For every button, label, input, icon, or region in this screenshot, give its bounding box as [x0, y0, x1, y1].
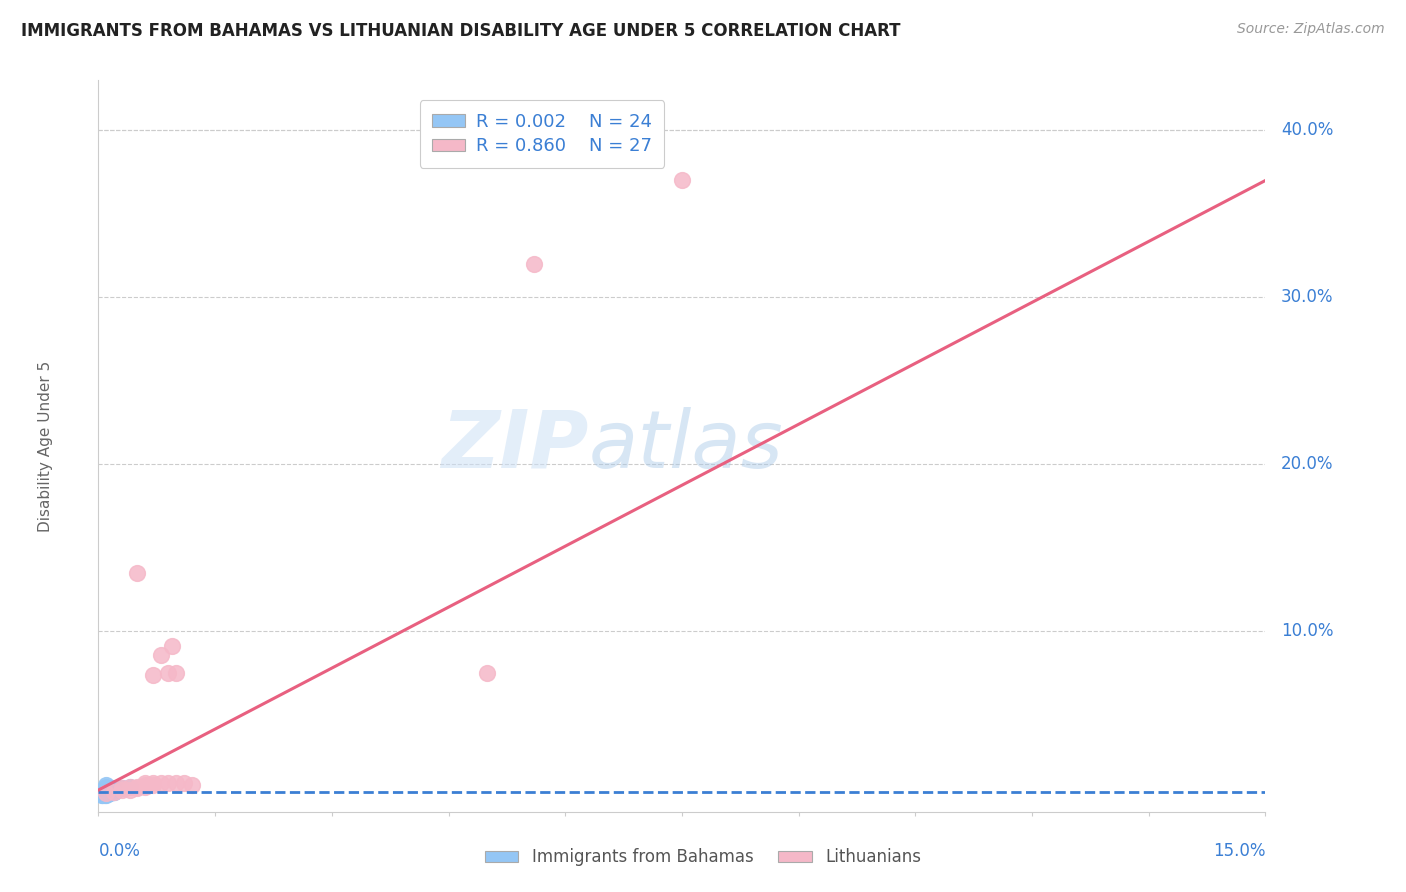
- Point: [103, 785, 125, 799]
- Point: [96, 780, 118, 794]
- Point: [93, 786, 115, 800]
- Legend: Immigrants from Bahamas, Lithuanians: Immigrants from Bahamas, Lithuanians: [478, 842, 928, 873]
- Text: 30.0%: 30.0%: [1281, 288, 1333, 306]
- Point: [96, 783, 118, 797]
- Point: [101, 781, 124, 796]
- Point: [127, 780, 149, 794]
- Point: [477, 666, 499, 681]
- Point: [111, 781, 134, 796]
- Point: [93, 786, 115, 800]
- Point: [118, 780, 141, 794]
- Legend: R = 0.002    N = 24, R = 0.860    N = 27: R = 0.002 N = 24, R = 0.860 N = 27: [419, 100, 664, 168]
- Point: [98, 786, 121, 800]
- Point: [149, 648, 172, 662]
- Point: [103, 785, 125, 799]
- Point: [118, 780, 141, 794]
- Text: IMMIGRANTS FROM BAHAMAS VS LITHUANIAN DISABILITY AGE UNDER 5 CORRELATION CHART: IMMIGRANTS FROM BAHAMAS VS LITHUANIAN DI…: [21, 22, 901, 40]
- Point: [127, 781, 149, 796]
- Point: [671, 173, 693, 187]
- Point: [96, 781, 118, 796]
- Text: ZIP: ZIP: [441, 407, 589, 485]
- Point: [91, 788, 114, 802]
- Point: [142, 778, 165, 792]
- Text: 15.0%: 15.0%: [1213, 842, 1265, 860]
- Point: [96, 785, 118, 799]
- Point: [157, 666, 180, 681]
- Text: 20.0%: 20.0%: [1281, 456, 1333, 474]
- Point: [111, 783, 134, 797]
- Point: [165, 666, 187, 681]
- Point: [98, 785, 121, 799]
- Point: [523, 257, 546, 271]
- Point: [96, 778, 118, 792]
- Point: [142, 776, 165, 790]
- Point: [103, 785, 125, 799]
- Text: 10.0%: 10.0%: [1281, 623, 1333, 640]
- Point: [96, 786, 118, 800]
- Text: Disability Age Under 5: Disability Age Under 5: [38, 360, 53, 532]
- Point: [142, 667, 165, 681]
- Point: [162, 640, 184, 654]
- Point: [173, 776, 195, 790]
- Point: [134, 780, 156, 794]
- Point: [93, 788, 115, 802]
- Text: atlas: atlas: [589, 407, 783, 485]
- Point: [111, 781, 134, 796]
- Point: [98, 783, 121, 797]
- Point: [96, 788, 118, 802]
- Point: [118, 783, 141, 797]
- Point: [93, 786, 115, 800]
- Point: [180, 778, 202, 792]
- Point: [165, 776, 187, 790]
- Point: [96, 786, 118, 800]
- Text: 40.0%: 40.0%: [1281, 121, 1333, 139]
- Point: [134, 776, 156, 790]
- Text: Source: ZipAtlas.com: Source: ZipAtlas.com: [1237, 22, 1385, 37]
- Point: [157, 776, 180, 790]
- Point: [93, 785, 115, 799]
- Point: [91, 788, 114, 802]
- Point: [134, 778, 156, 792]
- Point: [127, 566, 149, 580]
- Point: [97, 783, 120, 797]
- Point: [149, 776, 172, 790]
- Point: [97, 783, 120, 797]
- Text: 0.0%: 0.0%: [98, 842, 141, 860]
